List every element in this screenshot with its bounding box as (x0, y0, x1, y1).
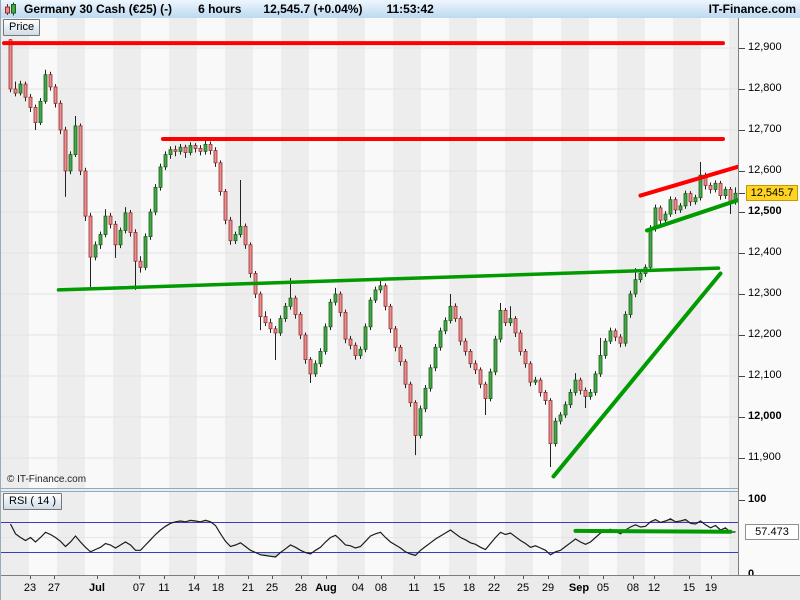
x-axis-tick-label: 11 (158, 582, 170, 594)
y-axis-tick-label: 12,700 (748, 123, 782, 135)
y-axis-tick-label: 12,400 (748, 246, 782, 258)
axis-tick-mark (739, 130, 745, 131)
axis-tick-mark (739, 171, 745, 172)
x-axis-tick-label: 07 (132, 582, 146, 594)
axis-tick-mark (439, 576, 440, 579)
axis-tick-mark (218, 576, 219, 579)
x-axis-tick-label: 04 (351, 582, 365, 594)
price-axis-panel: 12,545.7 57.473 12,900 12,800 12,700 12,600… (738, 18, 800, 580)
x-axis-tick-label: Sep (568, 582, 590, 594)
axis-tick-mark (739, 89, 745, 90)
timeframe-label: 6 hours (198, 2, 242, 16)
x-axis-tick-label: 11 (408, 582, 420, 594)
y-axis-tick-label: 12,300 (748, 287, 782, 299)
axis-tick-mark (711, 576, 712, 579)
axis-tick-mark (469, 576, 470, 579)
x-axis-tick-label: Aug (315, 582, 337, 594)
axis-tick-mark (358, 576, 359, 579)
x-axis-tick-label: 18 (462, 582, 476, 594)
header-bar: Germany 30 Cash (€25) (-) 6 hours 12,545… (1, 0, 800, 19)
axis-tick-mark (326, 576, 327, 579)
axis-tick-mark (164, 576, 165, 579)
x-axis-tick-label: 08 (626, 582, 640, 594)
x-axis-tick-label: 25 (265, 582, 279, 594)
axis-tick-mark (30, 576, 31, 579)
y-axis-tick-label: 12,000 (748, 410, 782, 422)
axis-tick-mark (654, 576, 655, 579)
x-axis-tick-label: 14 (187, 582, 201, 594)
x-axis-tick-label: 27 (47, 582, 61, 594)
x-axis-tick-label: 28 (294, 582, 308, 594)
x-axis-tick-label: 15 (682, 582, 696, 594)
axis-tick-mark (54, 576, 55, 579)
rsi-axis-tick-label: 0 (748, 568, 755, 580)
axis-tick-mark (739, 48, 745, 49)
axis-tick-mark (689, 576, 690, 579)
x-axis-tick-label: 15 (432, 582, 446, 594)
axis-tick-mark (272, 576, 273, 579)
axis-tick-mark (739, 193, 745, 195)
tab-price[interactable]: Price (3, 19, 41, 36)
x-axis-tick-label: 23 (23, 582, 37, 594)
brand-name: IT-Finance.com (708, 2, 796, 16)
y-axis-tick-label: 12,200 (748, 328, 782, 340)
x-axis-tick-label: 29 (541, 582, 555, 594)
rsi-indicator-pane[interactable]: RSI ( 14 ) (1, 492, 738, 575)
tab-rsi[interactable]: RSI ( 14 ) (3, 493, 63, 510)
axis-tick-mark (194, 576, 195, 579)
axis-tick-mark (633, 576, 634, 579)
axis-tick-mark (739, 253, 745, 254)
y-axis-tick-label: 12,600 (748, 164, 782, 176)
x-axis-tick-label: 08 (374, 582, 388, 594)
rsi-chart-canvas[interactable] (1, 492, 738, 575)
instrument-name: Germany 30 Cash (€25) (-) (24, 2, 173, 16)
last-price-label: 12,545.7 (746, 185, 798, 202)
axis-tick-mark (548, 576, 549, 579)
axis-tick-mark (603, 576, 604, 579)
x-axis-tick-label: 21 (241, 582, 255, 594)
axis-tick-mark (414, 576, 415, 579)
axis-tick-mark (579, 576, 580, 579)
y-axis-tick-label: 12,500 (748, 205, 782, 217)
axis-tick-mark (248, 576, 249, 579)
axis-tick-mark (139, 576, 140, 579)
axis-tick-mark (739, 212, 745, 213)
x-axis-tick-label: 25 (516, 582, 530, 594)
axis-tick-mark (97, 576, 98, 579)
y-axis-tick-label: 12,800 (748, 82, 782, 94)
x-axis-tick-label: 05 (596, 582, 610, 594)
y-axis-tick-label: 12,100 (748, 369, 782, 381)
x-axis-tick-label: Jul (89, 582, 105, 594)
axis-tick-mark (739, 500, 745, 501)
axis-tick-mark (523, 576, 524, 579)
axis-tick-mark (381, 576, 382, 579)
axis-tick-mark (739, 335, 745, 336)
price-chart-pane[interactable]: Price © IT-Finance.com (1, 18, 738, 488)
x-axis-tick-label: 19 (704, 582, 718, 594)
axis-tick-mark (301, 576, 302, 579)
y-axis-tick-label: 11,900 (748, 451, 781, 463)
candlestick-icon (4, 2, 18, 16)
pane-separator (1, 488, 738, 492)
axis-tick-mark (739, 294, 745, 295)
rsi-value-label: 57.473 (745, 523, 799, 540)
clock-time: 11:53:42 (386, 2, 434, 16)
axis-tick-mark (739, 376, 745, 377)
last-price-change: 12,545.7 (+0.04%) (263, 2, 363, 16)
x-axis-tick-label: 18 (211, 582, 225, 594)
x-axis-tick-label: 12 (647, 582, 661, 594)
axis-tick-mark (739, 458, 745, 459)
copyright-text: © IT-Finance.com (7, 474, 87, 485)
x-axis-tick-label: 22 (487, 582, 501, 594)
axis-tick-mark (494, 576, 495, 579)
time-axis: 23 27 Jul 07 11 14 18 21 25 28 Aug 04 08 11 15 18 22 25 29… (1, 575, 800, 600)
price-chart-canvas[interactable] (1, 18, 738, 488)
rsi-axis-tick-label: 100 (748, 493, 767, 505)
y-axis-tick-label: 12,900 (748, 41, 782, 53)
axis-tick-mark (739, 417, 745, 418)
